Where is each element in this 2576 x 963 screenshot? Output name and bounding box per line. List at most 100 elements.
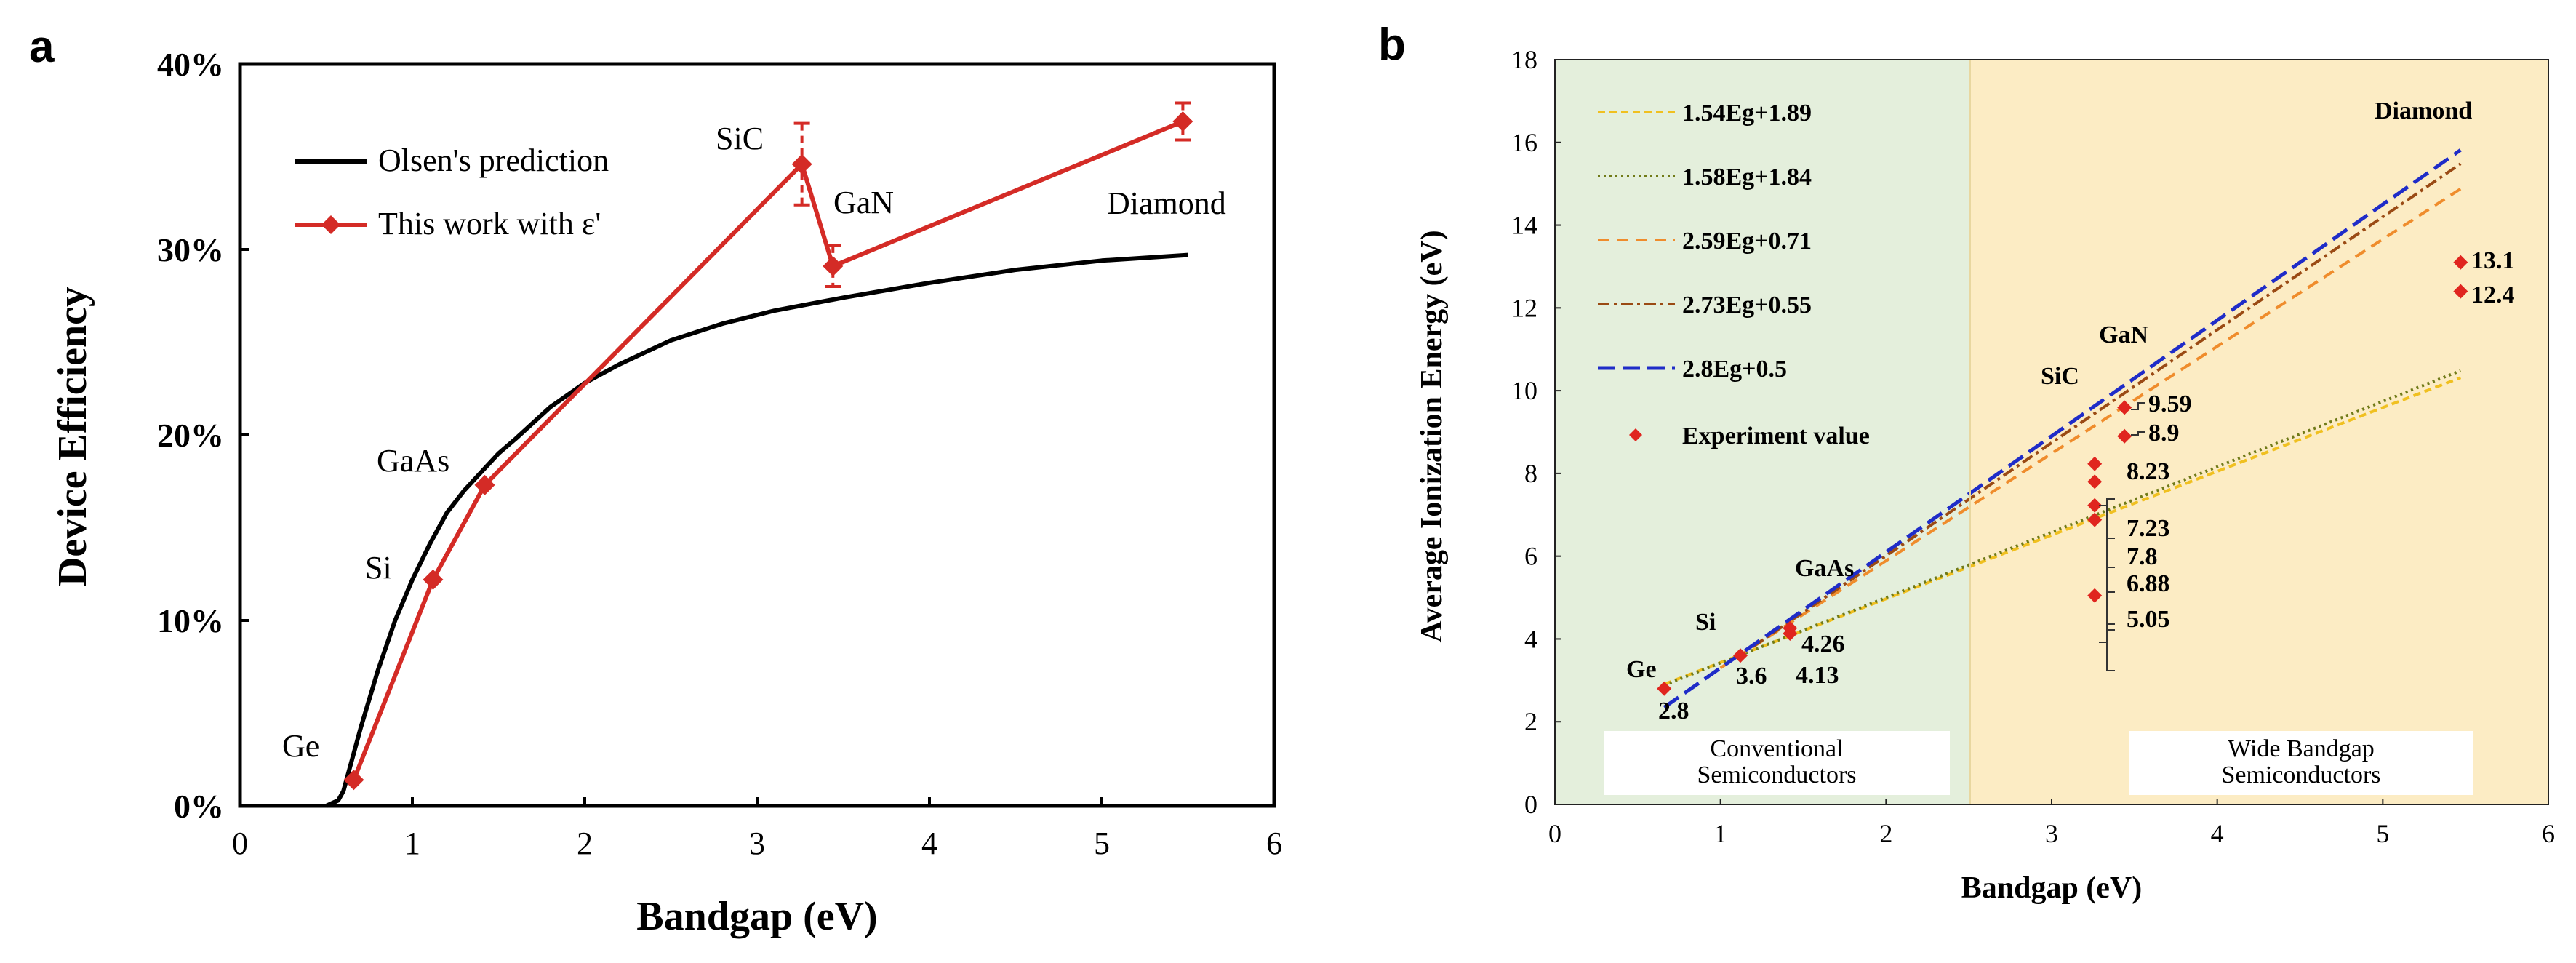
experiment-point <box>1732 648 1748 663</box>
legend-label-this-work: This work with ε' <box>378 206 601 241</box>
experiment-point <box>2087 588 2103 603</box>
panel-a-label-diamond: Diamond <box>1107 185 1226 221</box>
experiment-value-label: 4.13 <box>1796 662 1839 689</box>
experiment-point <box>2453 255 2468 270</box>
panel-b-label-si: Si <box>1695 609 1716 636</box>
panel-b-leader-lines <box>2099 402 2145 671</box>
experiment-point <box>2117 400 2132 415</box>
series-line-olsen <box>325 252 1188 808</box>
panel-b-legend: 1.54Eg+1.89 1.58Eg+1.84 2.59Eg+0.71 2.73… <box>1598 100 1870 449</box>
region-conventional-label-line2: Semiconductors <box>1697 762 1856 788</box>
legend-label-fit: 2.59Eg+0.71 <box>1682 228 1812 255</box>
data-point-this-work <box>343 770 364 791</box>
region-conventional-label-box <box>1604 731 1950 795</box>
panel-a: a 0% 10% 20% 30% 40% 0 1 2 3 4 5 6 Bandg… <box>29 22 1282 939</box>
panel-a-label-sic: SiC <box>716 121 764 156</box>
experiment-value-label: 9.59 <box>2148 391 2192 417</box>
experiment-point <box>2453 284 2468 299</box>
data-point-this-work <box>423 569 444 590</box>
panel-b-ytick-label: 8 <box>1524 459 1537 488</box>
experiment-value-label: 12.4 <box>2471 281 2515 308</box>
panel-b-experiment-points <box>1657 255 2468 696</box>
panel-b-ytick-label: 6 <box>1524 542 1537 571</box>
experiment-point <box>2087 456 2103 471</box>
panel-b-ytick-label: 18 <box>1511 45 1537 74</box>
experiment-point <box>2087 512 2103 527</box>
fit-line <box>1663 148 2462 709</box>
panel-b-ytick-label: 16 <box>1511 128 1537 157</box>
experiment-value-label: 7.23 <box>2127 515 2170 542</box>
experiment-value-label: 2.8 <box>1658 698 1689 724</box>
panel-b-fit-lines <box>1663 148 2462 709</box>
panel-b-ytick-label: 2 <box>1524 707 1537 736</box>
panel-b: b Conventional Semiconductors Wide Bandg… <box>1378 20 2555 905</box>
experiment-point <box>2087 474 2103 490</box>
panel-a-legend: Olsen's prediction This work with ε' <box>295 143 609 241</box>
panel-a-label-si: Si <box>365 550 392 586</box>
experiment-value-label: 8.9 <box>2148 420 2180 447</box>
region-conventional <box>1555 60 1970 804</box>
region-wide-label-box <box>2129 731 2473 795</box>
panel-a-ytick-label: 0% <box>174 788 224 825</box>
panel-b-label-sic: SiC <box>2041 363 2079 390</box>
data-point-this-work <box>823 255 844 276</box>
leader-line <box>2099 642 2115 671</box>
panel-b-ytick-label: 0 <box>1524 790 1537 819</box>
legend-label-experiment: Experiment value <box>1682 423 1870 449</box>
fit-line <box>1719 187 2462 669</box>
panel-a-label-gan: GaN <box>833 185 894 220</box>
panel-a-xtick-label: 4 <box>921 826 937 861</box>
panel-b-y-axis-title: Average Ionization Energy (eV) <box>1415 230 1449 642</box>
panel-a-ytick-label: 30% <box>157 231 224 268</box>
panel-a-xtick-label: 2 <box>577 826 593 861</box>
series-line-this-work <box>351 119 1184 781</box>
panel-a-letter: a <box>29 22 55 72</box>
legend-label-fit: 2.8Eg+0.5 <box>1682 356 1787 383</box>
panel-b-ytick-label: 14 <box>1511 211 1537 240</box>
experiment-value-label: 5.05 <box>2127 606 2170 633</box>
panel-a-xtick-label: 6 <box>1266 826 1282 861</box>
panel-b-x-axis-title: Bandgap (eV) <box>1961 871 2143 905</box>
region-wide-label-line1: Wide Bandgap <box>2228 735 2375 762</box>
panel-b-xtick-label: 5 <box>2376 819 2389 848</box>
panel-a-label-ge: Ge <box>282 728 319 764</box>
leader-line <box>2099 505 2115 631</box>
panel-a-ticks <box>239 63 1276 807</box>
panel-b-plot-frame <box>1554 59 2549 805</box>
panel-b-xtick-label: 4 <box>2211 819 2224 848</box>
panel-a-x-axis-title: Bandgap (eV) <box>636 894 877 939</box>
panel-b-label-gaas: GaAs <box>1795 555 1854 582</box>
fit-line <box>1663 376 2462 686</box>
experiment-value-label: 7.8 <box>2127 543 2158 570</box>
legend-label-fit: 2.73Eg+0.55 <box>1682 292 1812 319</box>
panel-a-y-axis-title: Device Efficiency <box>50 287 95 586</box>
panel-b-letter: b <box>1378 20 1406 70</box>
panel-b-label-gan: GaN <box>2099 321 2148 348</box>
panel-b-ytick-label: 12 <box>1511 293 1537 322</box>
experiment-point <box>1657 681 1672 696</box>
experiment-point <box>2117 428 2132 444</box>
panel-a-ytick-label: 10% <box>157 602 224 639</box>
panel-b-ytick-label: 10 <box>1511 376 1537 405</box>
leader-line <box>2131 431 2145 436</box>
legend-label-fit: 1.58Eg+1.84 <box>1682 164 1812 191</box>
panel-a-xtick-label: 5 <box>1094 826 1110 861</box>
legend-label-olsen: Olsen's prediction <box>378 143 609 178</box>
panel-b-xtick-label: 3 <box>2045 819 2058 848</box>
leader-line <box>2131 402 2145 410</box>
region-wide-label-line2: Semiconductors <box>2221 762 2380 788</box>
panel-a-ytick-label: 20% <box>157 417 224 454</box>
panel-b-xtick-label: 6 <box>2542 819 2555 848</box>
panel-b-ytick-label: 4 <box>1524 624 1537 653</box>
panel-b-xtick-label: 2 <box>1879 819 1892 848</box>
legend-marker-this-work <box>321 215 340 234</box>
legend-marker-experiment <box>1629 428 1642 441</box>
panel-b-label-diamond: Diamond <box>2375 97 2472 124</box>
panel-a-xtick-label: 0 <box>232 826 248 861</box>
legend-label-fit: 1.54Eg+1.89 <box>1682 100 1812 127</box>
panel-a-series <box>325 101 1193 808</box>
panel-a-ytick-label: 40% <box>157 46 224 83</box>
experiment-value-label: 3.6 <box>1736 663 1767 690</box>
experiment-value-label: 13.1 <box>2471 247 2515 274</box>
